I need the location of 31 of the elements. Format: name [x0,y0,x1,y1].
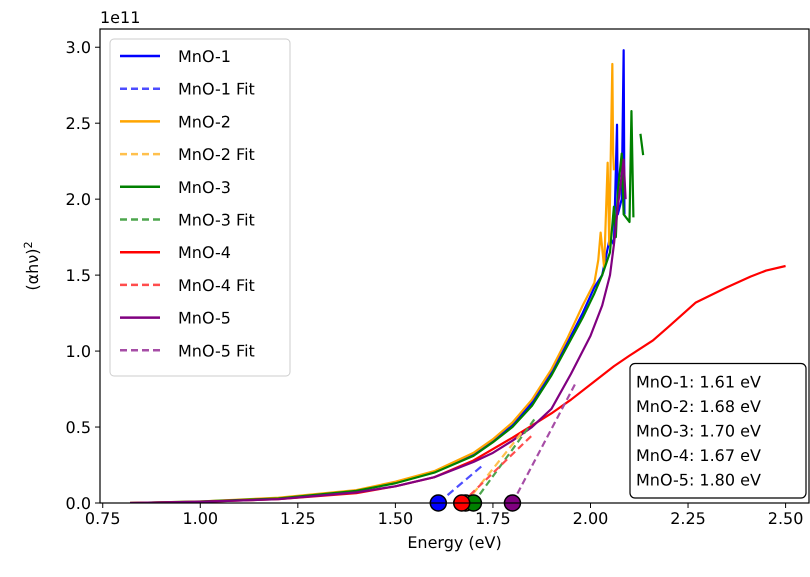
y-tick-label: 1.0 [66,342,91,362]
text: 1e11 [100,8,140,27]
legend-label: MnO-5 [178,308,231,328]
y-tick-label: 3.0 [66,38,91,58]
y-tick-label: 0.5 [66,418,91,438]
legend-label: MnO-1 Fit [178,80,255,99]
x-tick-label: 1.50 [378,509,414,528]
x-tick-label: 2.00 [572,509,608,528]
annotation: MnO-2: 1.68 eV [636,397,761,416]
legend-label: MnO-5 Fit [178,341,255,360]
x-axis-title: Energy (eV) [407,533,502,552]
line-series [128,158,627,503]
legend-label: MnO-4 Fit [178,276,255,295]
y-tick-label: 1.5 [66,266,91,286]
annotation: MnO-1: 1.61 eV [636,372,761,392]
annotation: MnO-3: 1.70 eV [636,422,761,440]
legend-label: MnO-2 [178,112,231,132]
annotation: MnO-5: 1.80 eV [636,470,761,490]
x-tick-label: 1.75 [475,509,511,528]
legend-label: MnO-1 [178,47,231,66]
x-tick-label: 1.25 [280,509,316,528]
y-tick-label: 2.0 [66,190,91,210]
legend-label: MnO-4 [178,243,231,262]
annotation: MnO-4: 1.67 eV [636,446,761,465]
legend-label: MnO-3 [178,178,231,197]
x-tick-label: 2.25 [670,509,706,528]
legend-label: MnO-3 Fit [178,210,255,230]
x-tick-label: 1.00 [182,509,218,528]
legend-label: MnO-2 Fit [178,145,255,164]
y-tick-label: 2.5 [66,114,91,134]
x-tick-label: 2.50 [768,509,804,528]
